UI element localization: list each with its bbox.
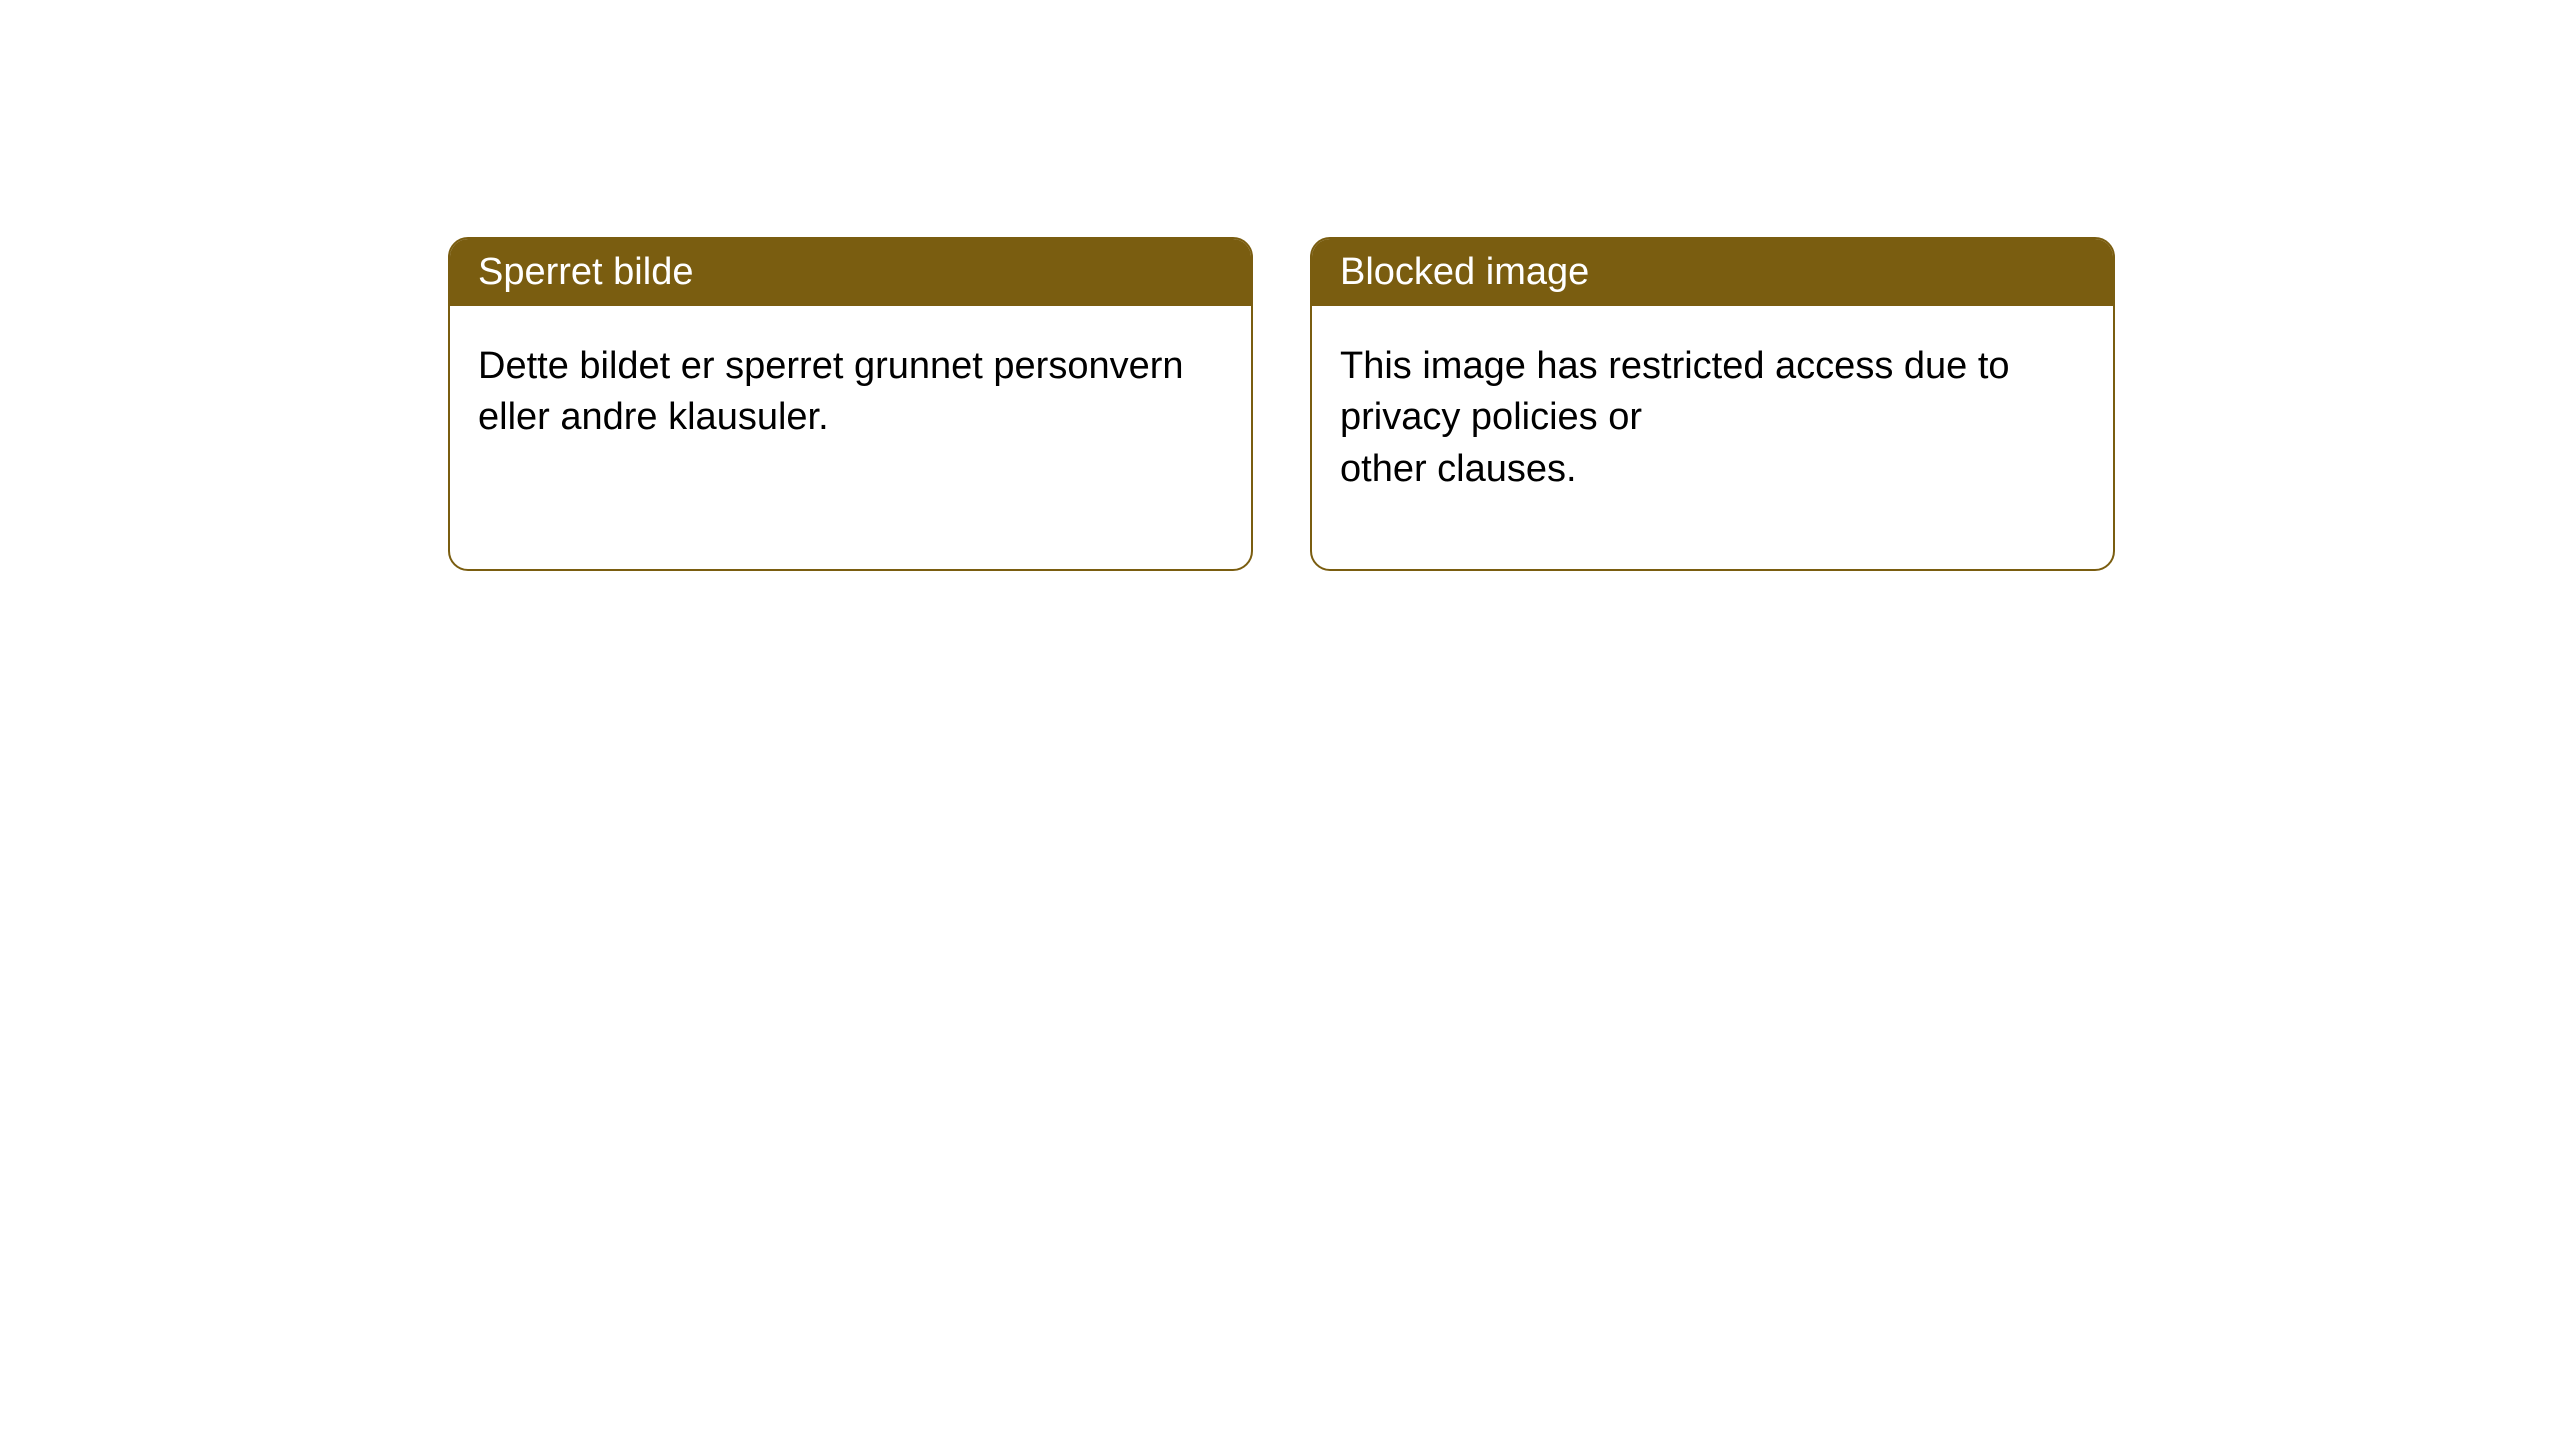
notice-container: Sperret bilde Dette bildet er sperret gr… <box>448 237 2115 571</box>
notice-title: Blocked image <box>1312 239 2113 306</box>
notice-card-english: Blocked image This image has restricted … <box>1310 237 2115 571</box>
notice-title: Sperret bilde <box>450 239 1251 306</box>
notice-body: Dette bildet er sperret grunnet personve… <box>450 306 1251 479</box>
notice-body: This image has restricted access due to … <box>1312 306 2113 530</box>
notice-card-norwegian: Sperret bilde Dette bildet er sperret gr… <box>448 237 1253 571</box>
